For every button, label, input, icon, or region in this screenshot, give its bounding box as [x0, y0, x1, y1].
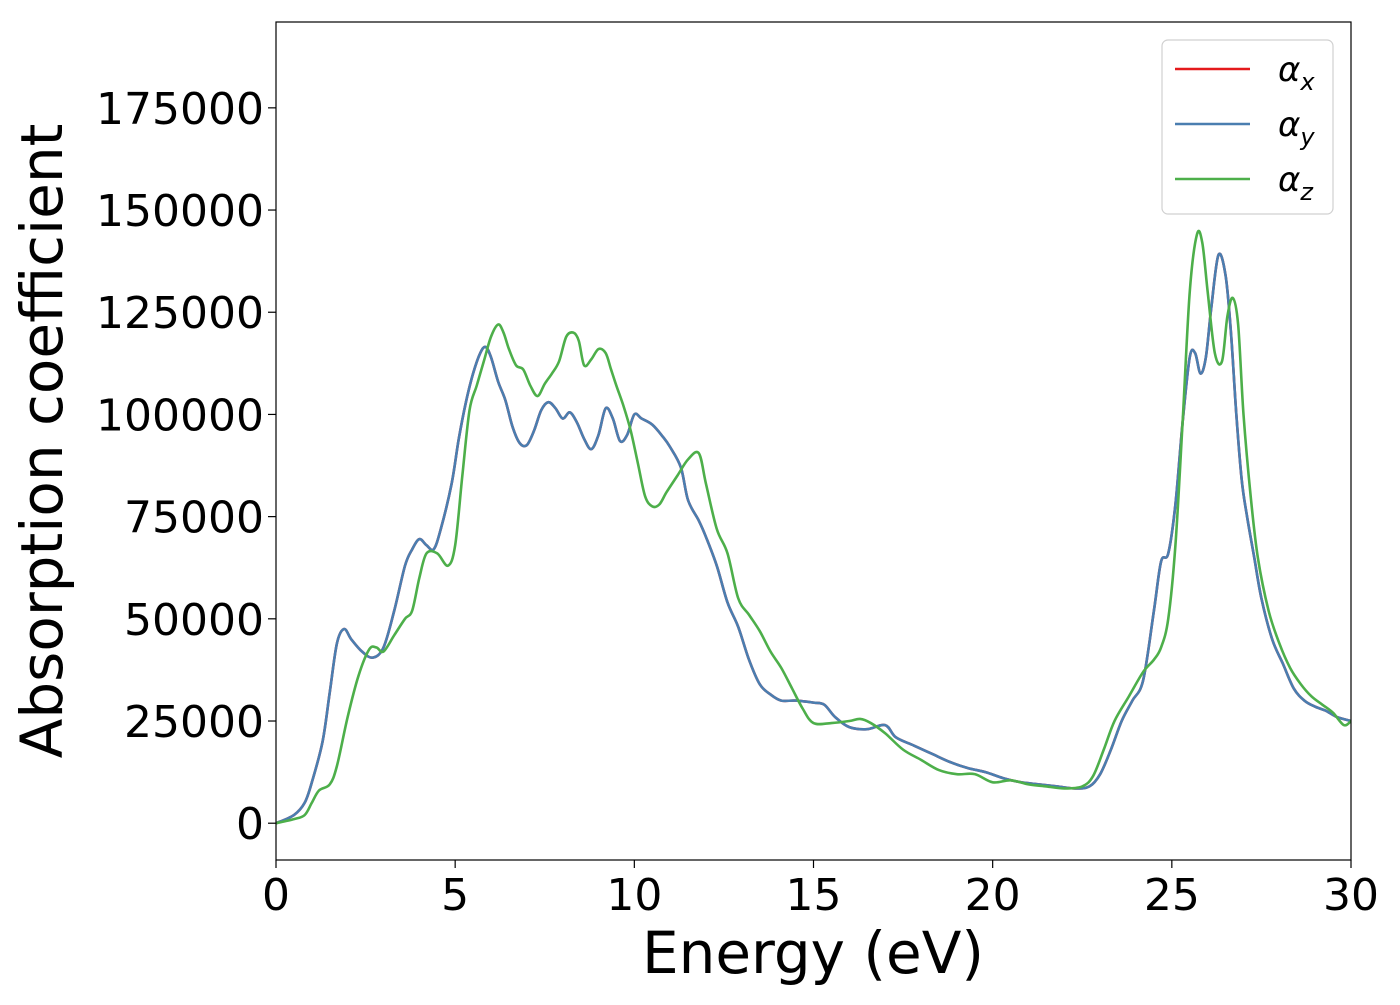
legend-label-z: αz [1278, 160, 1314, 206]
legend-label-subscript: y [1299, 123, 1315, 151]
series-line-y [276, 252, 1351, 825]
y-tick-label: 75000 [124, 493, 264, 544]
y-tick-label: 25000 [124, 697, 264, 748]
legend-label-base: α [1278, 105, 1300, 145]
y-tick-label: 50000 [124, 595, 264, 646]
x-axis-label: Energy (eV) [642, 919, 984, 987]
x-tick-label: 5 [441, 870, 469, 921]
legend-label-x: αx [1278, 50, 1315, 96]
y-tick-label: 150000 [96, 186, 264, 237]
x-tick-label: 20 [965, 870, 1021, 921]
y-tick-label: 100000 [96, 390, 264, 441]
legend-label-subscript: x [1299, 68, 1315, 96]
x-tick-label: 25 [1144, 870, 1200, 921]
y-axis-ticks: 0 25000 50000 75000 100000 125000 150000 175000 [96, 84, 276, 850]
series-layer [276, 229, 1351, 825]
y-tick-label: 125000 [96, 288, 264, 339]
legend-label-base: α [1278, 160, 1300, 200]
series-line-z [276, 229, 1351, 825]
x-tick-label: 30 [1323, 870, 1379, 921]
legend-frame [1161, 39, 1334, 215]
y-tick-label: 0 [236, 799, 264, 850]
legend-label-y: αy [1278, 105, 1315, 151]
x-tick-label: 0 [262, 870, 290, 921]
x-tick-label: 10 [606, 870, 662, 921]
y-tick-label: 175000 [96, 84, 264, 135]
x-tick-label: 15 [786, 870, 842, 921]
legend-label-subscript: z [1299, 178, 1314, 206]
x-axis-ticks: 0 5 10 15 20 25 30 [262, 860, 1379, 921]
legend-label-base: α [1278, 50, 1300, 90]
y-axis-label: Absorption coefficient [8, 124, 76, 759]
